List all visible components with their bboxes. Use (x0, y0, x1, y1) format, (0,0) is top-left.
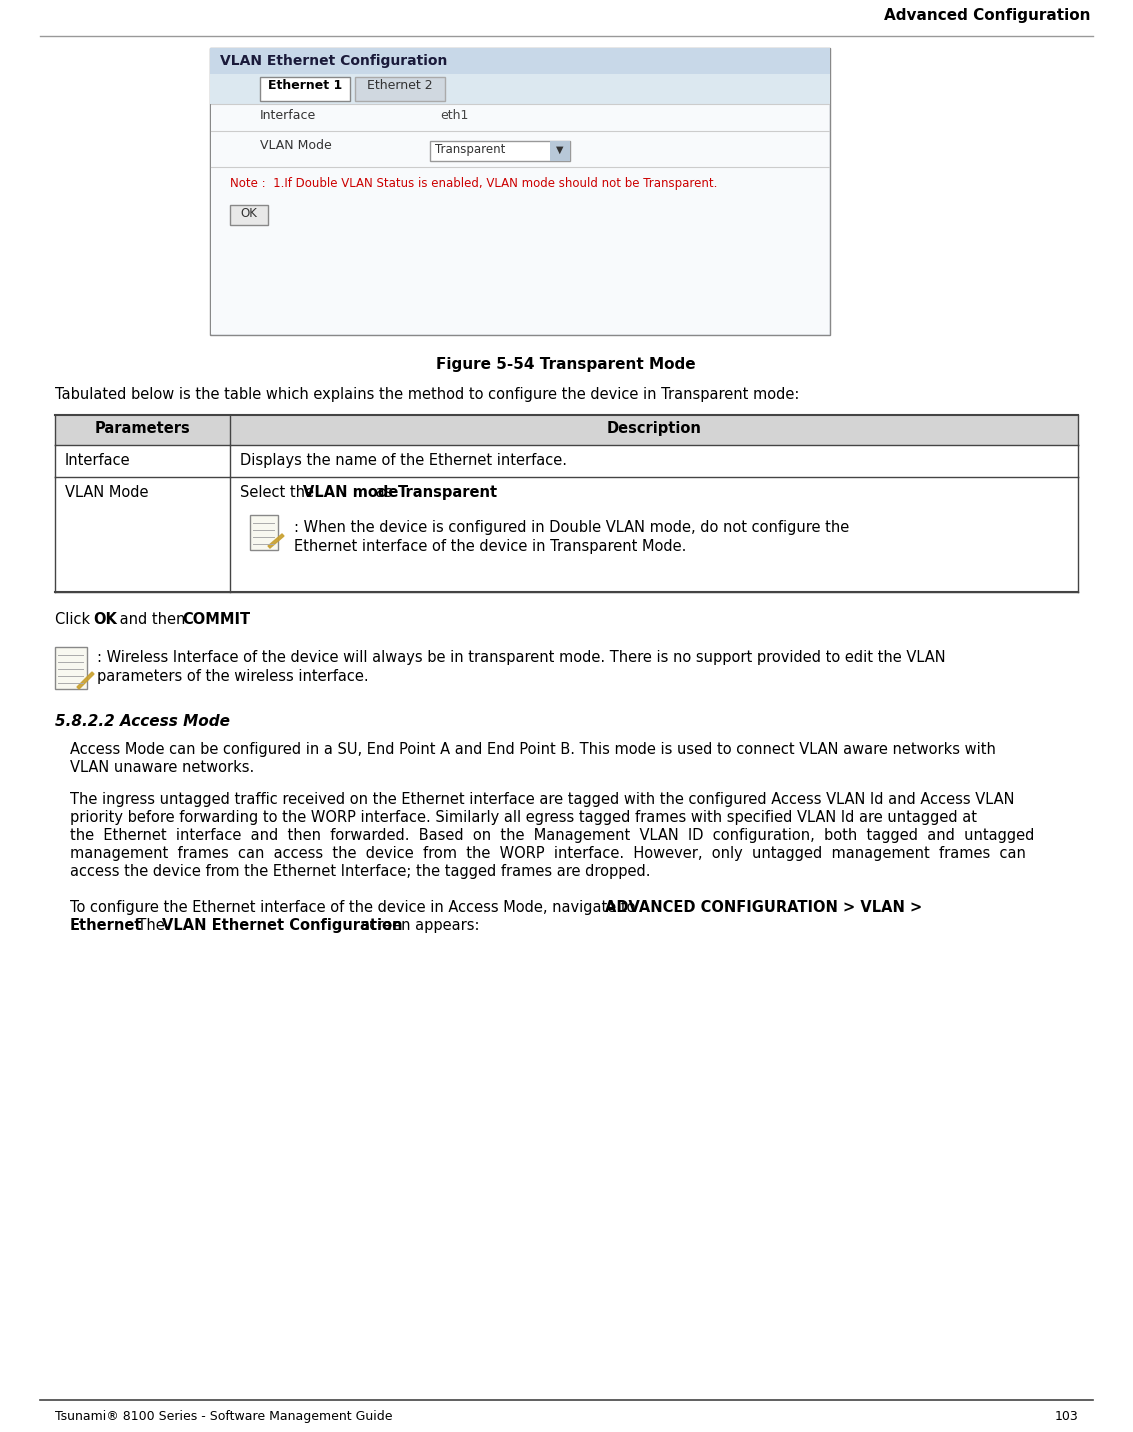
Text: Select the: Select the (240, 485, 318, 500)
Text: OK: OK (240, 208, 257, 221)
Text: VLAN Ethernet Configuration: VLAN Ethernet Configuration (162, 918, 402, 934)
Text: COMMIT: COMMIT (182, 611, 250, 627)
Bar (355, 77, 445, 102)
Text: .: . (235, 611, 239, 627)
Text: Ethernet 1: Ethernet 1 (267, 79, 342, 92)
Text: Parameters: Parameters (95, 421, 190, 435)
Text: Transparent: Transparent (398, 485, 499, 500)
Text: Description: Description (606, 421, 701, 435)
Bar (550, 140, 570, 160)
Text: VLAN Ethernet Configuration: VLAN Ethernet Configuration (220, 54, 448, 67)
Bar (230, 205, 269, 225)
Text: 103: 103 (1054, 1411, 1077, 1423)
Polygon shape (77, 672, 94, 689)
Text: Click: Click (56, 611, 95, 627)
Bar (210, 74, 830, 105)
Bar (56, 477, 1077, 591)
Text: . The: . The (128, 918, 169, 934)
Text: Ethernet: Ethernet (70, 918, 143, 934)
Text: : When the device is configured in Double VLAN mode, do not configure the: : When the device is configured in Doubl… (293, 520, 850, 536)
Text: Interface: Interface (259, 109, 316, 122)
Text: Figure 5-54 Transparent Mode: Figure 5-54 Transparent Mode (436, 357, 696, 372)
Text: : Wireless Interface of the device will always be in transparent mode. There is : : Wireless Interface of the device will … (97, 650, 946, 664)
Text: OK: OK (93, 611, 117, 627)
Text: Transparent: Transparent (435, 143, 505, 156)
Text: parameters of the wireless interface.: parameters of the wireless interface. (97, 669, 368, 684)
Text: management  frames  can  access  the  device  from  the  WORP  interface.  Howev: management frames can access the device … (70, 846, 1025, 861)
Text: Interface: Interface (65, 453, 130, 468)
Bar (210, 49, 830, 335)
Text: Ethernet interface of the device in Transparent Mode.: Ethernet interface of the device in Tran… (293, 538, 687, 554)
Text: Tabulated below is the table which explains the method to configure the device i: Tabulated below is the table which expla… (56, 387, 800, 402)
Text: screen appears:: screen appears: (357, 918, 479, 934)
Text: VLAN Mode: VLAN Mode (259, 139, 332, 152)
Text: priority before forwarding to the WORP interface. Similarly all egress tagged fr: priority before forwarding to the WORP i… (70, 811, 977, 825)
Bar (56, 415, 1077, 445)
Text: Displays the name of the Ethernet interface.: Displays the name of the Ethernet interf… (240, 453, 566, 468)
Text: Ethernet 2: Ethernet 2 (367, 79, 433, 92)
Polygon shape (269, 534, 284, 548)
Bar (259, 77, 350, 102)
Bar (431, 140, 570, 160)
Bar (210, 49, 830, 74)
Bar (56, 445, 1077, 477)
Text: The ingress untagged traffic received on the Ethernet interface are tagged with : The ingress untagged traffic received on… (70, 792, 1014, 808)
Text: Tsunami® 8100 Series - Software Management Guide: Tsunami® 8100 Series - Software Manageme… (56, 1411, 392, 1423)
Bar (250, 516, 278, 550)
Bar (56, 647, 87, 689)
Text: .: . (478, 485, 483, 500)
Text: the  Ethernet  interface  and  then  forwarded.  Based  on  the  Management  VLA: the Ethernet interface and then forwarde… (70, 828, 1034, 843)
Text: eth1: eth1 (440, 109, 468, 122)
Text: access the device from the Ethernet Interface; the tagged frames are dropped.: access the device from the Ethernet Inte… (70, 863, 650, 879)
Text: VLAN mode: VLAN mode (303, 485, 399, 500)
Text: as: as (370, 485, 397, 500)
Bar (211, 74, 829, 334)
Text: VLAN unaware networks.: VLAN unaware networks. (70, 760, 254, 775)
Text: and then: and then (116, 611, 190, 627)
Text: ADVANCED CONFIGURATION > VLAN >: ADVANCED CONFIGURATION > VLAN > (605, 899, 922, 915)
Text: ▼: ▼ (556, 145, 564, 155)
Text: VLAN Mode: VLAN Mode (65, 485, 148, 500)
Text: 5.8.2.2 Access Mode: 5.8.2.2 Access Mode (56, 715, 230, 729)
Text: To configure the Ethernet interface of the device in Access Mode, navigate to: To configure the Ethernet interface of t… (70, 899, 640, 915)
Text: Advanced Configuration: Advanced Configuration (884, 9, 1090, 23)
Text: Note :  1.If Double VLAN Status is enabled, VLAN mode should not be Transparent.: Note : 1.If Double VLAN Status is enable… (230, 178, 717, 190)
Text: Access Mode can be configured in a SU, End Point A and End Point B. This mode is: Access Mode can be configured in a SU, E… (70, 742, 996, 758)
